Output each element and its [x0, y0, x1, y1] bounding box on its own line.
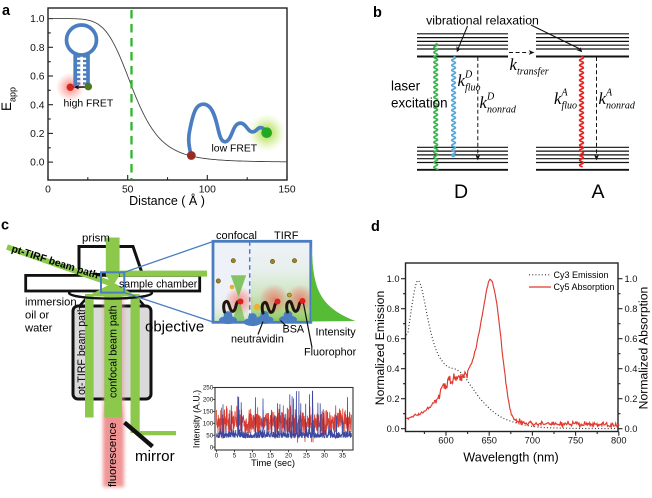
- svg-text:BSA: BSA: [283, 324, 305, 336]
- svg-text:Intensity (A.U.): Intensity (A.U.): [192, 390, 202, 448]
- svg-text:water: water: [24, 323, 53, 335]
- svg-text:Cy3 Emission: Cy3 Emission: [554, 270, 609, 280]
- svg-text:0.4: 0.4: [625, 364, 638, 374]
- svg-text:Distance ( Å ): Distance ( Å ): [129, 193, 205, 208]
- svg-text:fluo: fluo: [562, 101, 578, 112]
- svg-text:0.6: 0.6: [387, 334, 400, 344]
- svg-text:sample chamber: sample chamber: [119, 279, 198, 291]
- svg-text:1.0: 1.0: [30, 14, 45, 25]
- svg-text:Intensity: Intensity: [316, 327, 357, 339]
- svg-text:Normalized Absorption: Normalized Absorption: [637, 287, 651, 410]
- svg-text:800: 800: [611, 436, 627, 446]
- svg-text:100: 100: [203, 421, 214, 428]
- svg-text:0: 0: [210, 444, 214, 451]
- svg-text:0.8: 0.8: [387, 304, 400, 314]
- svg-text:confocal beam path: confocal beam path: [108, 305, 120, 398]
- svg-text:30: 30: [321, 453, 328, 460]
- svg-text:0.4: 0.4: [387, 364, 400, 374]
- svg-text:oil or: oil or: [25, 310, 50, 322]
- svg-text:c: c: [1, 218, 9, 234]
- svg-text:0.2: 0.2: [625, 394, 638, 404]
- svg-text:200: 200: [203, 397, 214, 404]
- svg-text:A: A: [591, 181, 604, 203]
- svg-text:Time (sec): Time (sec): [251, 457, 295, 468]
- svg-text:A: A: [561, 88, 569, 99]
- svg-text:objective: objective: [145, 319, 204, 336]
- svg-text:confocal: confocal: [216, 230, 257, 242]
- svg-text:650: 650: [481, 436, 497, 446]
- svg-text:0.6: 0.6: [625, 334, 638, 344]
- svg-text:D: D: [454, 181, 468, 203]
- svg-text:transfer: transfer: [517, 67, 549, 78]
- svg-text:b: b: [373, 5, 382, 21]
- svg-text:D: D: [486, 92, 495, 103]
- svg-text:vibrational relaxation: vibrational relaxation: [426, 14, 539, 28]
- svg-text:prism: prism: [82, 233, 110, 245]
- svg-text:Normalized Emission: Normalized Emission: [373, 291, 387, 405]
- svg-text:0: 0: [215, 453, 219, 460]
- svg-text:25: 25: [303, 453, 310, 460]
- svg-text:high FRET: high FRET: [64, 99, 114, 110]
- svg-text:5: 5: [233, 453, 237, 460]
- svg-text:250: 250: [203, 385, 214, 392]
- svg-text:0.2: 0.2: [30, 129, 45, 140]
- svg-text:neutravidin: neutravidin: [231, 334, 284, 346]
- svg-text:0.6: 0.6: [30, 72, 45, 83]
- svg-text:0.4: 0.4: [30, 100, 45, 111]
- svg-text:50: 50: [206, 432, 213, 439]
- svg-text:excitation: excitation: [391, 96, 448, 111]
- svg-text:1.0: 1.0: [625, 274, 638, 284]
- svg-text:nonrad: nonrad: [606, 101, 636, 112]
- svg-text:0.0: 0.0: [625, 424, 638, 434]
- svg-text:0.8: 0.8: [625, 304, 638, 314]
- svg-text:TIRF: TIRF: [274, 230, 299, 242]
- svg-text:fluo: fluo: [465, 83, 481, 94]
- svg-text:150: 150: [278, 185, 295, 196]
- svg-text:d: d: [371, 219, 380, 235]
- svg-text:150: 150: [203, 409, 214, 416]
- svg-text:0.0: 0.0: [30, 158, 45, 169]
- svg-text:Fluorophor: Fluorophor: [304, 347, 357, 359]
- svg-text:600: 600: [438, 436, 454, 446]
- svg-text:0.0: 0.0: [387, 424, 400, 434]
- svg-text:mirror: mirror: [135, 448, 175, 465]
- svg-text:laser: laser: [391, 79, 421, 94]
- svg-text:fluorescence: fluorescence: [107, 422, 119, 487]
- svg-text:ot-TIRF beam path: ot-TIRF beam path: [76, 306, 88, 395]
- svg-text:Cy5 Absorption: Cy5 Absorption: [554, 282, 615, 292]
- svg-text:700: 700: [525, 436, 541, 446]
- svg-text:immersion: immersion: [25, 297, 77, 309]
- svg-text:a: a: [2, 3, 11, 19]
- svg-text:A: A: [605, 88, 613, 99]
- svg-text:0: 0: [45, 185, 51, 196]
- svg-text:0.8: 0.8: [30, 43, 45, 54]
- svg-text:Wavelength (nm): Wavelength (nm): [463, 451, 558, 465]
- svg-text:nonrad: nonrad: [487, 105, 517, 116]
- svg-text:750: 750: [568, 436, 584, 446]
- svg-text:D: D: [464, 70, 473, 81]
- svg-text:1.0: 1.0: [387, 274, 400, 284]
- svg-text:0.2: 0.2: [387, 394, 400, 404]
- svg-text:low FRET: low FRET: [212, 144, 258, 155]
- svg-text:35: 35: [339, 453, 346, 460]
